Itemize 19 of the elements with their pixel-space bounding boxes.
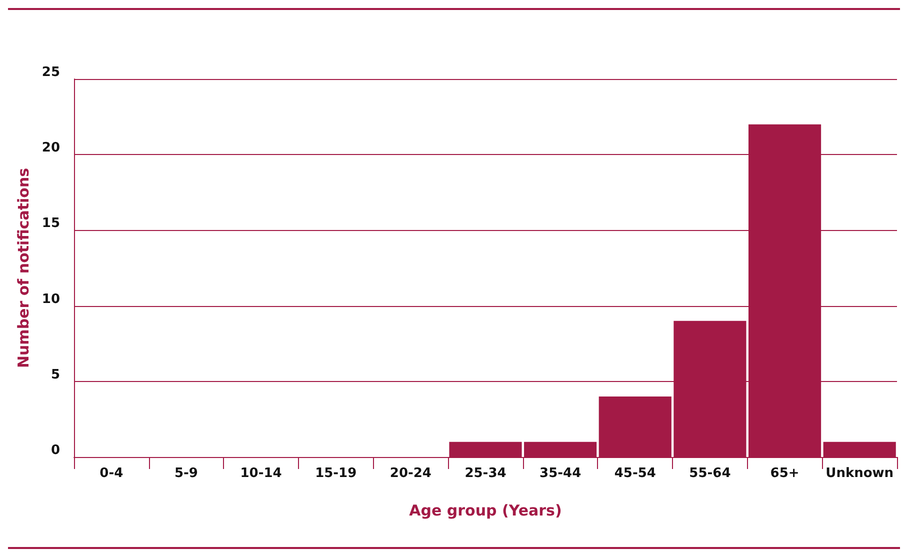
y-tick-label: 5 <box>50 367 60 382</box>
x-tick-label: 15-19 <box>315 466 357 481</box>
x-tick-label: 55-64 <box>689 466 731 481</box>
x-tick-label: 45-54 <box>614 466 656 481</box>
y-tick-label: 20 <box>42 140 60 156</box>
y-tick-label: 10 <box>42 292 60 307</box>
y-tick-label: 15 <box>42 216 60 232</box>
x-tick-label: 5-9 <box>174 466 198 481</box>
x-tick-label: Unknown <box>826 466 894 481</box>
x-axis-title: Age group (Years) <box>409 502 562 520</box>
x-tick-label: 65+ <box>770 466 800 481</box>
y-tick-label: 0 <box>50 443 60 458</box>
x-tick-label: 0-4 <box>100 466 124 481</box>
y-axis-title: Number of notifications <box>14 168 32 368</box>
x-tick-label: 10-14 <box>240 466 282 481</box>
x-tick-label: 35-44 <box>540 466 582 481</box>
x-tick-label: 25-34 <box>464 466 506 481</box>
x-tick-label: 20-24 <box>390 466 432 481</box>
y-tick-label: 25 <box>42 65 60 80</box>
